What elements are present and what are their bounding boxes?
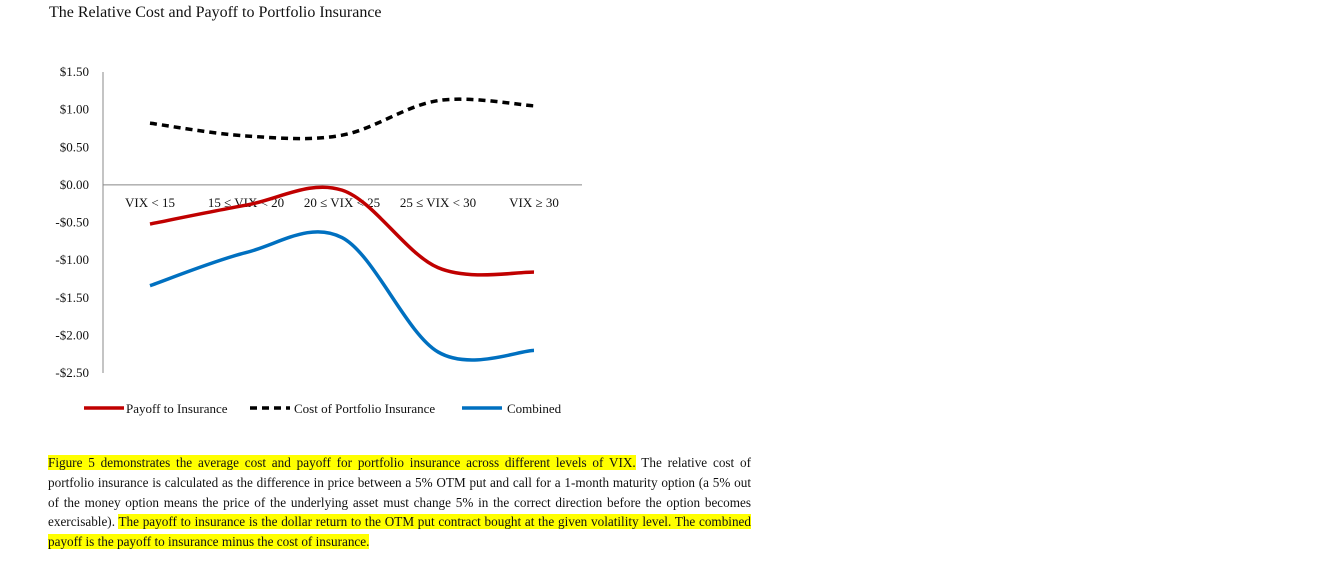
x-tick-label: 25 ≤ VIX < 30 [400,195,476,210]
highlighted-sentence: Figure 5 demonstrates the average cost a… [48,455,636,470]
y-tick-label: -$0.50 [55,215,89,230]
y-tick-label: -$2.00 [55,327,89,342]
series-line-cost-of-portfolio-insurance [149,97,535,141]
chart-title: The Relative Cost and Payoff to Portfoli… [49,4,382,21]
legend-label: Combined [507,401,562,416]
x-tick-label: VIX ≥ 30 [509,195,559,210]
y-tick-label: -$1.00 [55,252,89,267]
y-tick-label: $1.50 [60,64,89,79]
y-tick-label: $1.00 [60,102,89,117]
y-tick-label: -$2.50 [55,365,89,380]
highlighted-sentence: The payoff to insurance is the dollar re… [48,514,751,550]
caption-paragraph: Figure 5 demonstrates the average cost a… [48,453,751,552]
sentence: The relative cost of portfolio insurance… [48,455,752,530]
y-tick-label: $0.50 [60,139,89,154]
y-tick-label: $0.00 [60,177,89,192]
legend-label: Cost of Portfolio Insurance [294,401,435,416]
legend-label: Payoff to Insurance [126,401,228,416]
series-line-combined [149,230,535,362]
x-tick-label: VIX < 15 [125,195,175,210]
line-chart: $1.50 $1.00 $0.50 $0.00 -$0.50 -$1.00 -$1.50 -$… [55,64,582,416]
y-tick-label: -$1.50 [55,290,89,305]
